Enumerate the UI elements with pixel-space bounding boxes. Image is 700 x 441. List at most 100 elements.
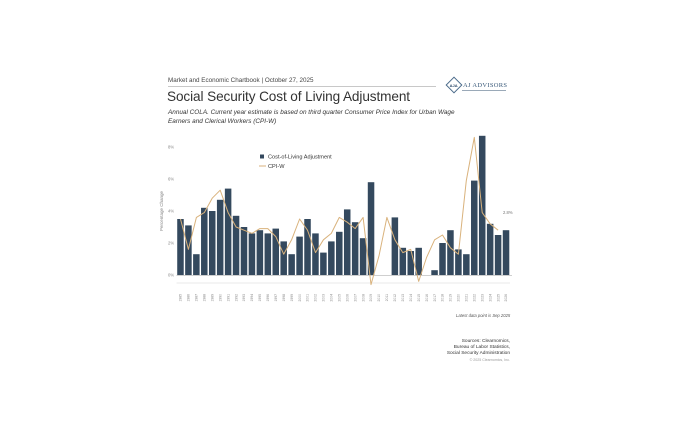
copyright: © 2025 Clearnomics, Inc. (469, 358, 510, 362)
x-tick-label: 1997 (274, 294, 278, 302)
x-tick-label: 1992 (234, 294, 238, 302)
cola-bar (486, 223, 494, 275)
x-tick-label: 1994 (250, 294, 254, 302)
x-tick-label: 2001 (306, 294, 310, 302)
cola-bar (288, 254, 295, 275)
page-subtitle: Annual COLA. Current year estimate is ba… (168, 109, 455, 125)
sources: Sources: Clearnomics, Bureau of Labor St… (447, 339, 510, 358)
x-tick-label: 1990 (218, 294, 222, 302)
cola-bar (272, 228, 280, 275)
cola-bar (399, 247, 407, 275)
x-tick-label: 1988 (202, 294, 206, 302)
cpi-w-line (180, 136, 499, 286)
x-tick-label: 2026 (504, 294, 508, 302)
x-tick-label: 2015 (417, 294, 421, 302)
cola-bar (367, 182, 375, 275)
x-tick-label: 2012 (393, 294, 397, 302)
cola-bar (336, 231, 343, 275)
y-tick-label: 0% (168, 273, 174, 278)
x-tick-label: 1993 (242, 294, 246, 302)
x-tick-label: 1989 (210, 294, 214, 302)
cola-bar (439, 243, 446, 275)
x-tick-label: 2025 (496, 294, 500, 302)
cola-bar (264, 233, 272, 275)
data-label: 2.8% (503, 210, 513, 215)
page-title: Social Security Cost of Living Adjustmen… (167, 89, 410, 104)
cola-bar (502, 230, 510, 275)
cola-bar (471, 180, 478, 275)
cola-bar (296, 236, 303, 275)
cola-bar (232, 215, 240, 275)
latest-data-note: Latest data point is Sep 2025 (456, 313, 511, 318)
legend-label-cpiw: CPI-W (268, 164, 285, 170)
y-tick-label: 6% (168, 177, 174, 182)
source-line: Bureau of Labor Statistics, (453, 345, 510, 351)
cola-bar (478, 135, 486, 275)
cola-bar (256, 230, 264, 275)
x-tick-label: 2021 (465, 294, 469, 302)
cola-bar (304, 219, 311, 275)
x-tick-label: 2006 (345, 294, 349, 302)
y-tick-label: 4% (168, 209, 174, 214)
x-tick-label: 2016 (425, 294, 429, 302)
cola-bar (208, 211, 216, 275)
x-tick-label: 2022 (472, 294, 476, 302)
x-tick-label: 2009 (369, 294, 373, 302)
y-tick-label: 8% (168, 145, 174, 150)
chartbook-header: Market and Economic Chartbook | October … (168, 77, 314, 84)
x-tick-label: 1999 (290, 294, 294, 302)
x-tick-label: 2019 (449, 294, 453, 302)
logo-text: AJ ADVISORS (463, 81, 508, 89)
x-tick-label: 1985 (179, 294, 183, 302)
logo-tagline (462, 90, 506, 91)
x-tick-label: 2024 (488, 294, 492, 302)
x-tick-label: 2002 (314, 294, 318, 302)
x-tick-label: 2000 (298, 294, 302, 302)
cola-bar (407, 251, 414, 275)
x-tick-label: 1991 (226, 294, 230, 302)
company-logo: AJA AJ ADVISORS (445, 76, 508, 94)
x-tick-label: 2008 (361, 294, 365, 302)
y-axis-label: Percentage Change (159, 190, 164, 231)
cola-bar (447, 230, 454, 275)
cola-bar (312, 233, 319, 275)
header-divider (168, 86, 436, 87)
x-tick-label: 1987 (195, 294, 199, 302)
x-tick-label: 2014 (409, 294, 413, 302)
cola-bar (359, 238, 367, 275)
x-tick-label: 2020 (457, 294, 461, 302)
cola-bar (224, 188, 232, 275)
x-tick-label: 2007 (353, 294, 357, 302)
cola-bar (463, 254, 470, 275)
cola-bar (343, 209, 351, 275)
source-line: Social Security Administration (446, 351, 510, 357)
x-tick-label: 2003 (322, 294, 326, 302)
x-tick-label: 1995 (258, 294, 262, 302)
cola-bar (193, 254, 200, 275)
source-line: Sources: Clearnomics, (461, 339, 510, 344)
x-tick-label: 2011 (385, 294, 389, 301)
cola-bar (494, 235, 502, 275)
cola-bar (320, 252, 327, 275)
x-tick-label: 2023 (480, 294, 484, 302)
x-tick-label: 2017 (433, 294, 437, 302)
cola-bar (248, 233, 256, 275)
cola-bar (328, 241, 335, 275)
cola-bar (280, 241, 287, 275)
cola-bar (431, 270, 438, 275)
cola-bar (391, 217, 399, 275)
x-tick-label: 1986 (187, 294, 191, 302)
cola-bar (415, 247, 422, 275)
cola-bar (240, 227, 248, 275)
x-tick-label: 2005 (337, 294, 341, 302)
legend-swatch-bar (260, 154, 264, 159)
cola-bar (216, 199, 224, 275)
x-tick-label: 2004 (330, 294, 334, 302)
x-tick-label: 1998 (282, 294, 286, 302)
cola-bar (185, 225, 192, 275)
x-tick-label: 2018 (441, 294, 445, 302)
cola-bar (455, 249, 462, 275)
x-tick-label: 2013 (401, 294, 405, 302)
cola-bar (201, 207, 208, 275)
